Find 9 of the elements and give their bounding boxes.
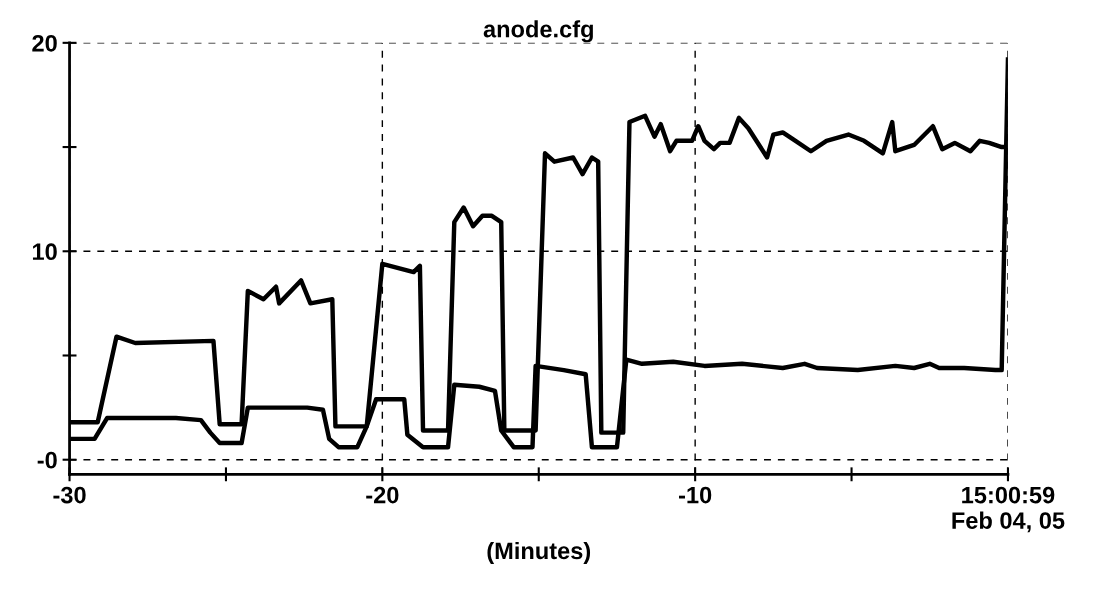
x-axis-title: (Minutes) (487, 541, 591, 564)
x-tick-label: -10 (679, 486, 712, 504)
y-tick-label: -0 (37, 451, 57, 469)
chart-title: anode.cfg (483, 20, 593, 43)
y-tick-label: 10 (32, 243, 57, 261)
x-tick-label: -20 (366, 486, 399, 504)
y-tick-label: 20 (32, 34, 57, 52)
x-tick-label: 15:00:59 Feb 04, 05 (952, 486, 1065, 533)
x-tick-label: -30 (53, 486, 86, 504)
